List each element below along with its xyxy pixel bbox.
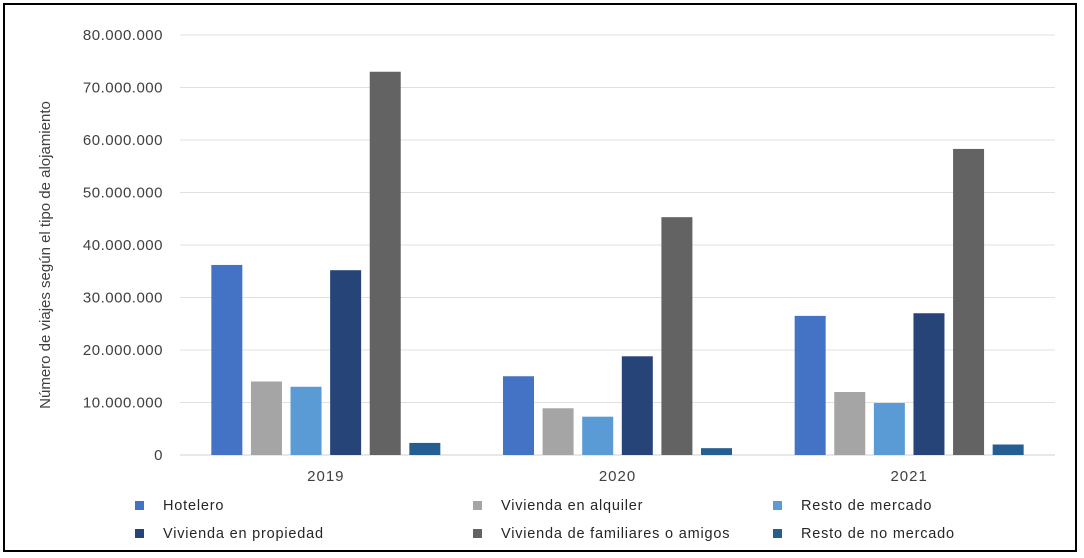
y-tick-label: 10.000.000 [83, 395, 163, 412]
legend-swatch [135, 529, 144, 538]
legend-label: Hotelero [163, 498, 224, 514]
bar-2020-1 [542, 408, 574, 455]
bar-2019-5 [409, 442, 441, 455]
bar-2019-4 [369, 71, 401, 455]
x-tick-label: 2019 [307, 468, 344, 485]
x-tick-label: 2020 [599, 468, 636, 485]
bar-2019-0 [211, 264, 243, 455]
x-tick-label: 2021 [890, 468, 927, 485]
legend-label: Resto de no mercado [801, 526, 955, 542]
bar-2021-3 [913, 313, 945, 455]
y-tick-label: 50.000.000 [83, 185, 163, 202]
bar-2019-3 [330, 270, 362, 455]
bar-2021-1 [834, 392, 866, 455]
y-tick-label: 30.000.000 [83, 290, 163, 307]
y-tick-label: 60.000.000 [83, 132, 163, 149]
bar-2019-2 [290, 386, 322, 455]
bar-2021-0 [794, 315, 826, 455]
chart-frame [3, 3, 1077, 552]
bar-2020-2 [582, 416, 614, 455]
bar-2021-5 [992, 444, 1024, 455]
legend-label: Vivienda en propiedad [163, 526, 324, 542]
legend-swatch [473, 529, 482, 538]
legend-label: Vivienda de familiares o amigos [501, 526, 730, 542]
y-tick-label: 0 [154, 447, 163, 464]
y-tick-label: 20.000.000 [83, 342, 163, 359]
y-tick-label: 80.000.000 [83, 27, 163, 44]
legend-swatch [135, 501, 144, 510]
legend-label: Resto de mercado [801, 498, 932, 514]
bar-2020-0 [503, 376, 534, 455]
bar-2021-4 [953, 148, 985, 456]
y-tick-label: 40.000.000 [83, 237, 163, 254]
y-axis-title: Número de viajes según el tipo de alojam… [37, 101, 54, 409]
legend-swatch [773, 529, 782, 538]
bar-2020-4 [661, 217, 693, 455]
bar-2019-1 [250, 381, 282, 455]
legend-label: Vivienda en alquiler [501, 498, 643, 514]
legend-swatch [773, 501, 782, 510]
bar-2021-2 [873, 403, 905, 455]
y-tick-label: 70.000.000 [83, 80, 163, 97]
bar-2020-3 [621, 356, 653, 455]
legend-swatch [473, 501, 482, 510]
bar-2020-5 [701, 448, 732, 455]
